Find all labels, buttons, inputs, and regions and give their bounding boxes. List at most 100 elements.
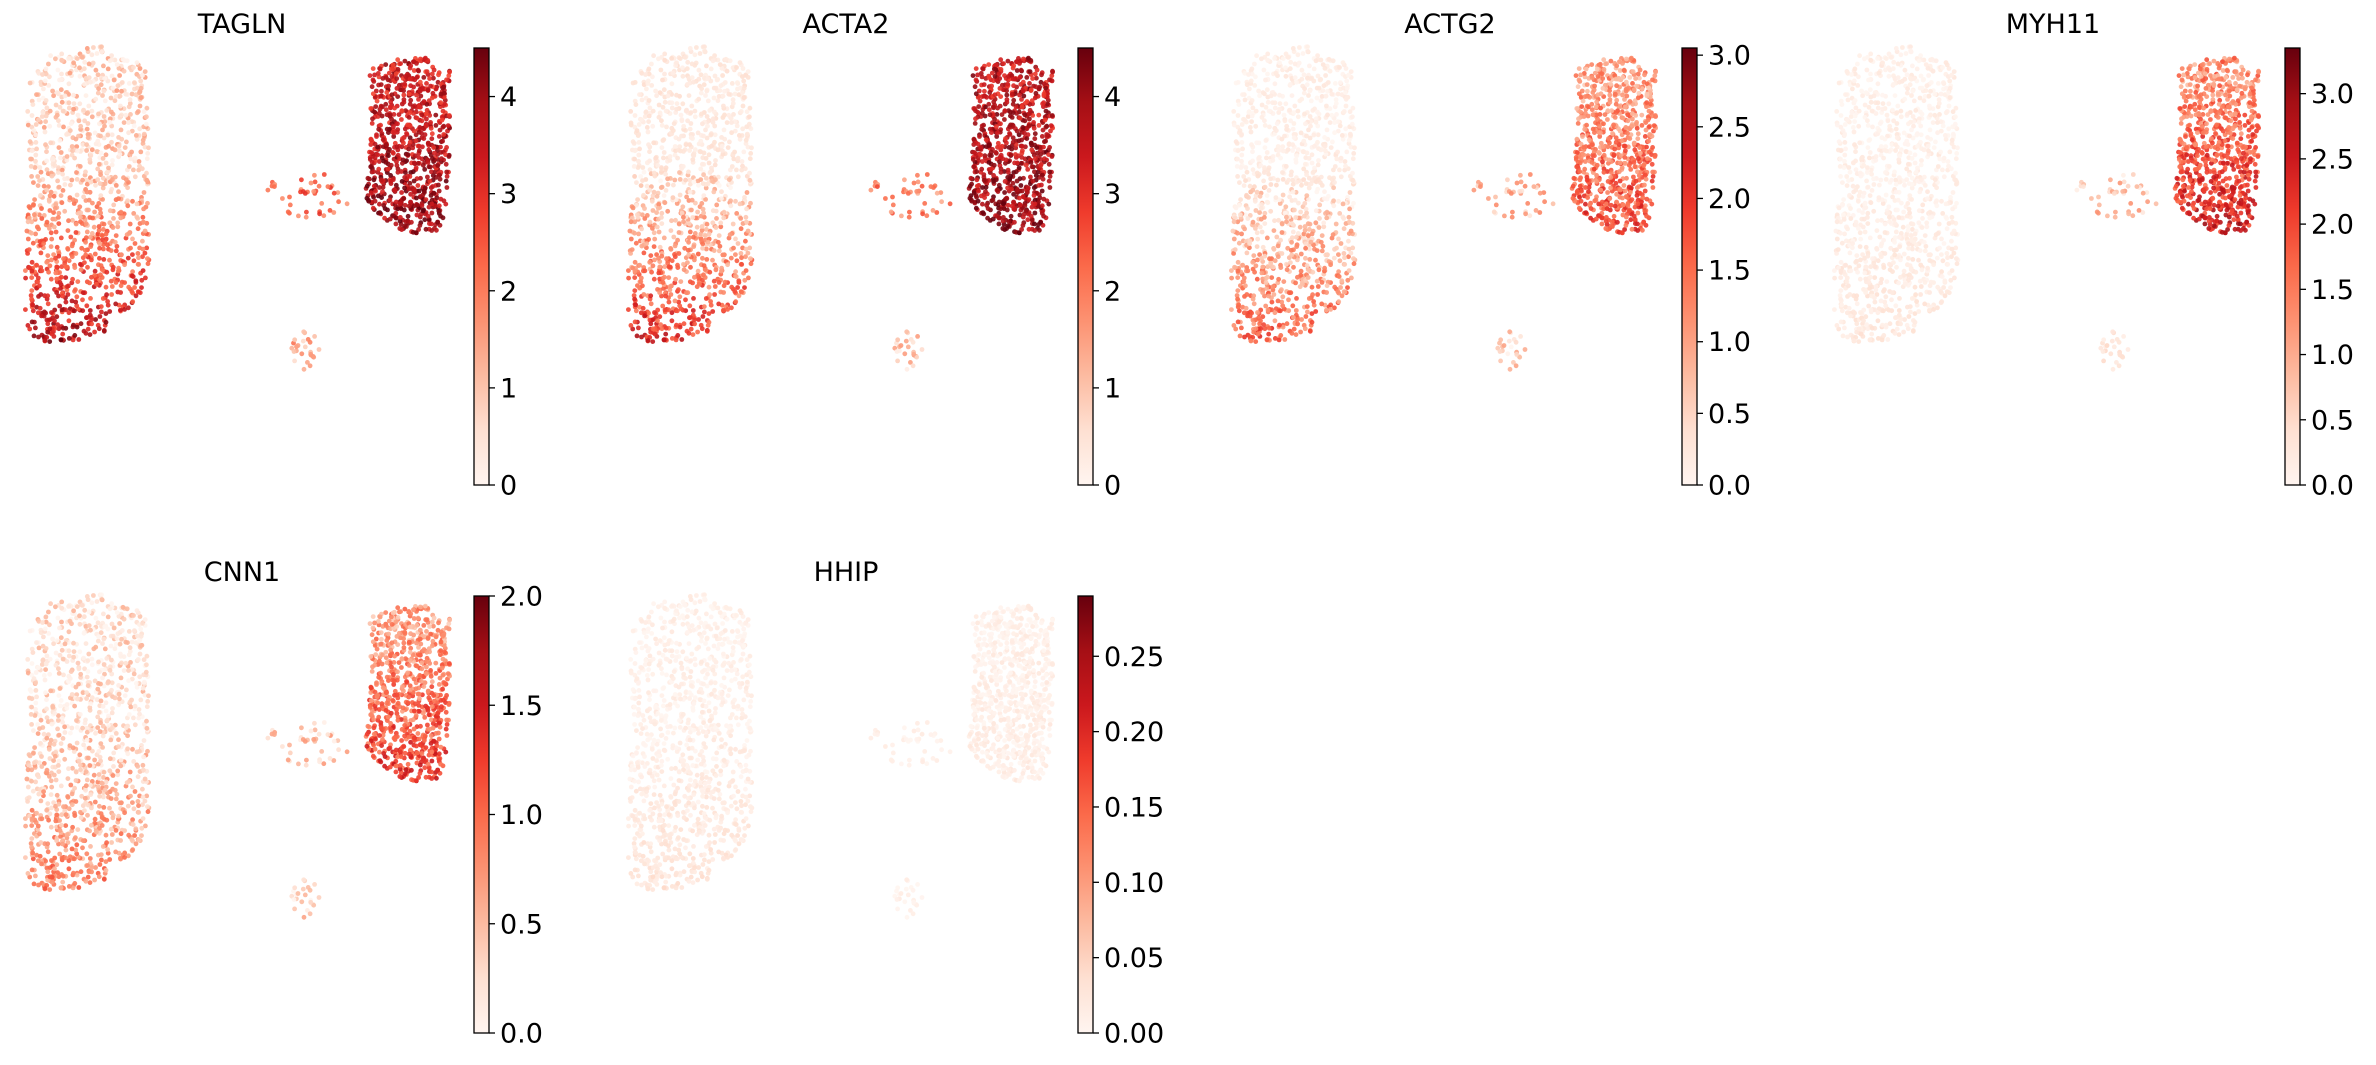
scatter-point: [743, 246, 749, 252]
scatter-point: [391, 134, 397, 139]
scatter-point: [378, 82, 384, 87]
scatter-point: [712, 162, 718, 168]
scatter-point: [697, 51, 703, 56]
scatter-point: [123, 112, 129, 118]
scatter-point: [985, 215, 990, 221]
scatter-point: [133, 293, 139, 299]
scatter-point: [710, 257, 715, 263]
scatter-point: [125, 198, 130, 204]
scatter-point: [82, 118, 87, 124]
scatter-point: [656, 202, 662, 207]
scatter-point: [748, 200, 753, 206]
scatter-point: [1323, 93, 1329, 99]
scatter-point: [406, 91, 412, 97]
scatter-point: [1021, 93, 1027, 99]
scatter-point: [58, 193, 64, 199]
scatter-point: [419, 203, 425, 208]
scatter-point: [934, 190, 940, 196]
scatter-point: [40, 72, 45, 77]
scatter-point: [1313, 119, 1319, 125]
scatter-point: [29, 275, 35, 280]
scatter-point: [669, 105, 675, 111]
scatter-point: [1248, 338, 1254, 343]
scatter-point: [438, 196, 444, 202]
scatter-point: [634, 180, 639, 186]
scatter-point: [1291, 315, 1296, 320]
scatter-point: [1313, 309, 1319, 314]
scatter-point: [432, 169, 438, 175]
scatter-point: [99, 309, 104, 315]
scatter-point: [687, 229, 693, 235]
scatter-point: [390, 62, 396, 68]
scatter-point: [1024, 99, 1030, 104]
scatter-point: [1030, 178, 1036, 184]
scatter-point: [1315, 284, 1321, 289]
scatter-point: [1262, 215, 1267, 220]
scatter-point: [692, 52, 698, 58]
scatter-point: [130, 236, 135, 242]
scatter-point: [116, 143, 122, 149]
scatter-point: [74, 324, 80, 330]
scatter-point: [407, 76, 413, 82]
scatter-point: [636, 325, 641, 331]
scatter-point: [86, 75, 92, 80]
scatter-point: [1235, 288, 1241, 293]
scatter-point: [1004, 97, 1010, 102]
scatter-point: [59, 57, 65, 63]
scatter-point: [1351, 200, 1356, 206]
scatter-point: [989, 130, 994, 136]
scatter-point: [92, 251, 98, 257]
scatter-point: [1261, 322, 1266, 327]
scatter-point: [659, 326, 665, 332]
scatter-point: [1242, 117, 1247, 123]
scatter-point: [688, 315, 693, 320]
scatter-point: [1269, 275, 1275, 280]
scatter-point: [910, 363, 916, 369]
scatter-point: [67, 70, 73, 76]
scatter-point: [1236, 302, 1242, 308]
scatter-point: [730, 97, 736, 103]
scatter-point: [77, 101, 83, 107]
scatter-point: [39, 313, 44, 319]
scatter-point: [25, 251, 30, 256]
scatter-points: [626, 44, 1055, 372]
scatter-point: [668, 228, 674, 234]
scatter-point: [413, 230, 419, 236]
scatter-point: [980, 185, 985, 190]
scatter-point: [132, 285, 138, 290]
scatter-point: [56, 293, 61, 299]
scatter-point: [139, 277, 145, 283]
scatter-point: [646, 310, 651, 316]
scatter-point: [1310, 169, 1316, 175]
scatter-point: [1253, 74, 1258, 80]
scatter-point: [1280, 56, 1286, 61]
scatter-point: [920, 211, 925, 217]
scatter-point: [96, 224, 102, 229]
scatter-point: [55, 322, 60, 327]
scatter-point: [655, 205, 661, 211]
scatter-point: [714, 216, 719, 221]
scatter-point: [84, 46, 90, 51]
scatter-point: [1019, 104, 1025, 110]
scatter-point: [87, 308, 93, 313]
scatter-point: [717, 243, 723, 249]
scatter-point: [140, 137, 146, 143]
scatter-point: [1264, 337, 1270, 343]
scatter-point: [91, 45, 96, 50]
scatter-point: [974, 169, 980, 175]
scatter-point: [726, 177, 732, 183]
scatter-point: [368, 106, 374, 111]
scatter-point: [681, 261, 686, 267]
scatter-point: [1298, 329, 1303, 335]
scatter-point: [395, 57, 401, 63]
scatter-point: [672, 243, 678, 249]
scatter-point: [82, 59, 88, 65]
scatter-point: [399, 179, 405, 184]
scatter-point: [676, 251, 682, 256]
scatter-point: [656, 56, 661, 62]
scatter-point: [1277, 92, 1282, 98]
scatter-point: [1324, 127, 1330, 133]
scatter-point: [42, 78, 48, 84]
scatter-point: [61, 256, 66, 262]
